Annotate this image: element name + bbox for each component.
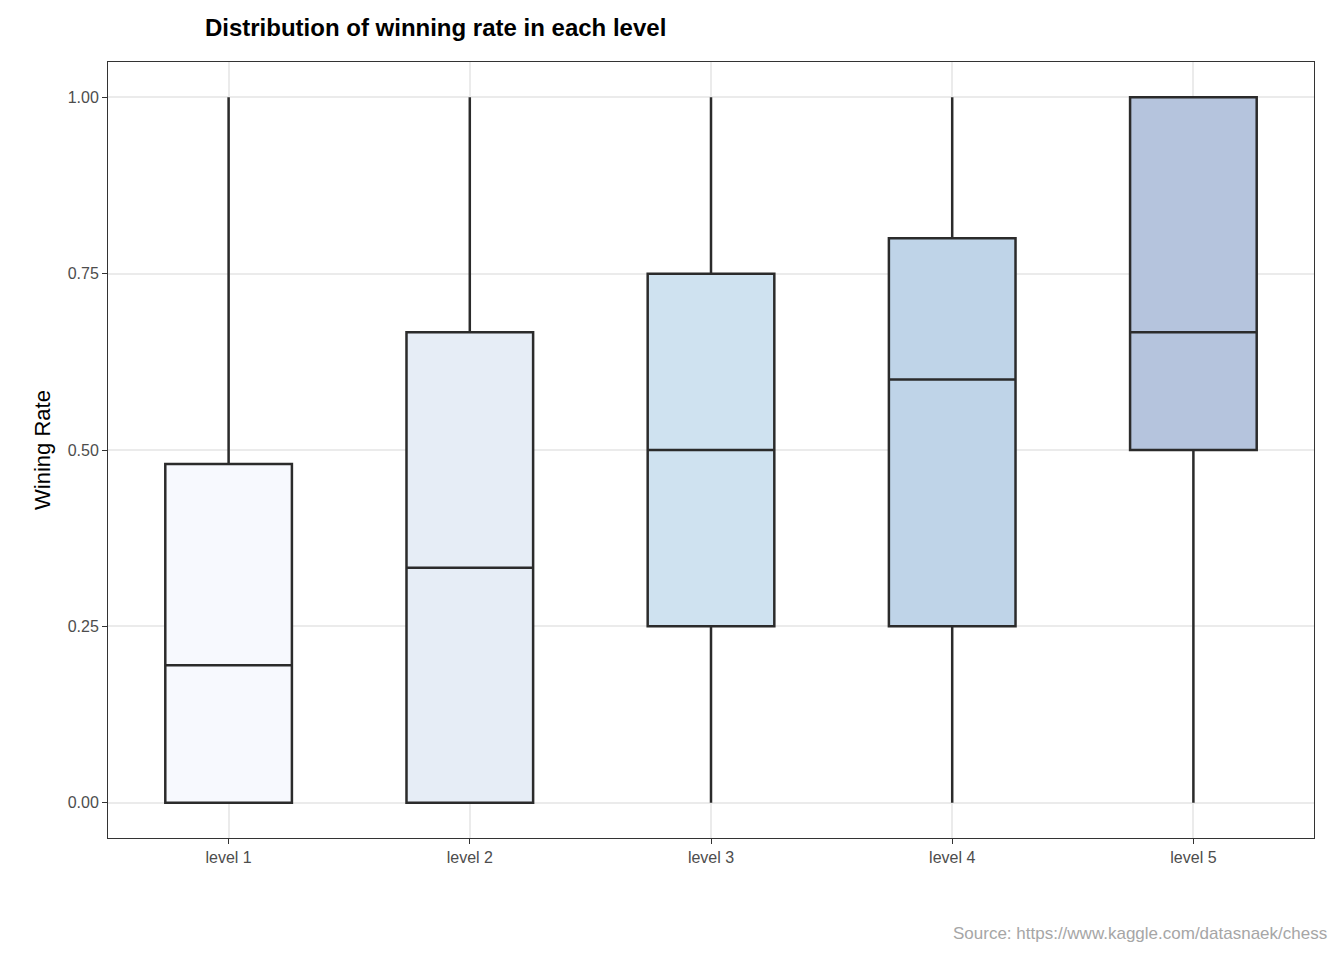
svg-text:level 3: level 3 xyxy=(688,849,734,866)
svg-text:0.00: 0.00 xyxy=(68,794,99,811)
svg-text:level 2: level 2 xyxy=(447,849,493,866)
svg-text:0.25: 0.25 xyxy=(68,618,99,635)
svg-text:Wining Rate: Wining Rate xyxy=(30,390,55,510)
svg-text:Distribution of winning rate i: Distribution of winning rate in each lev… xyxy=(205,14,666,41)
svg-text:0.50: 0.50 xyxy=(68,442,99,459)
svg-text:level 4: level 4 xyxy=(929,849,975,866)
svg-text:level 5: level 5 xyxy=(1170,849,1216,866)
svg-text:1.00: 1.00 xyxy=(68,89,99,106)
svg-text:0.75: 0.75 xyxy=(68,265,99,282)
svg-text:Source: https://www.kaggle.com: Source: https://www.kaggle.com/datasnaek… xyxy=(953,924,1327,943)
svg-text:level 1: level 1 xyxy=(205,849,251,866)
